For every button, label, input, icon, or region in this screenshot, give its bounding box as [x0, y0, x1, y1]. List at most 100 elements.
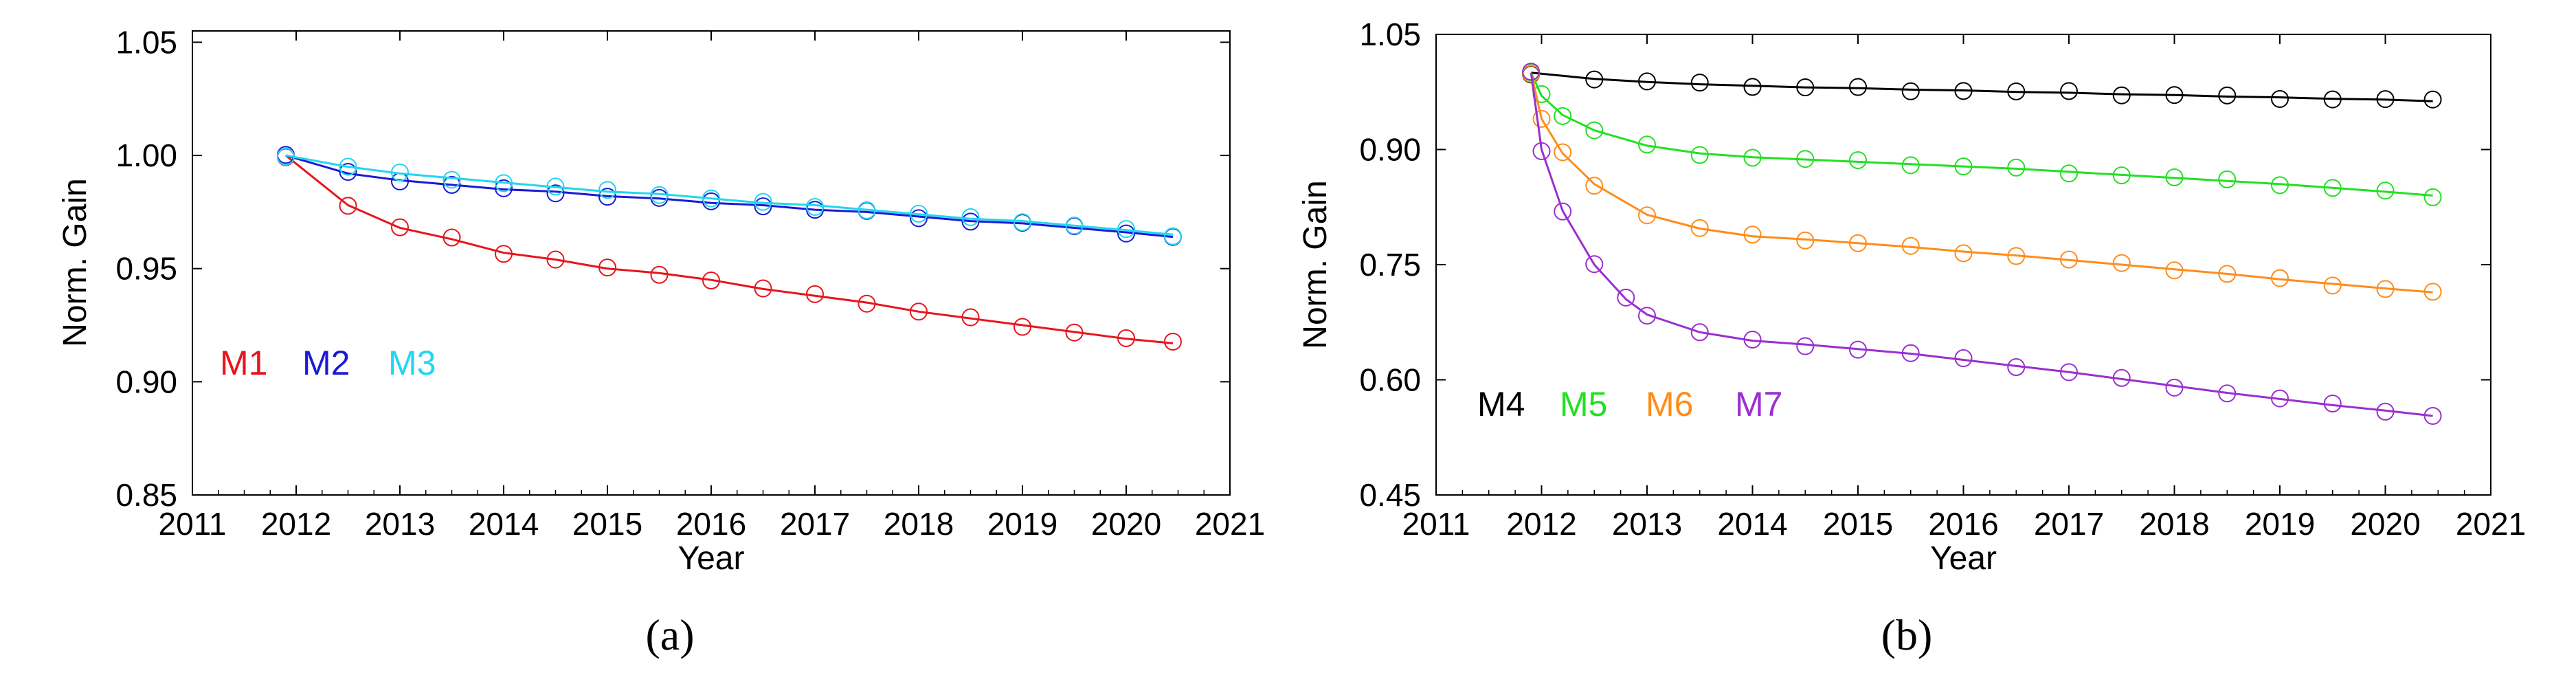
data-point-m5 — [1796, 150, 1815, 168]
data-point-m7 — [2271, 389, 2289, 408]
panel-b-chart: 2011 2012 2013 2014 2015 2016 2017 2018 2019 2020… — [1297, 16, 2526, 659]
data-point-m4 — [2165, 86, 2184, 104]
data-point-m6 — [2060, 250, 2078, 269]
y-tick-label: 0.45 — [1359, 477, 1421, 513]
x-tick-label: 2021 — [2456, 506, 2526, 542]
legend-entry: M4 — [1477, 385, 1525, 423]
data-point-m1 — [598, 258, 616, 277]
data-point-m4 — [2007, 82, 2026, 100]
panel-label: (b) — [1881, 610, 1933, 659]
data-point-m6 — [1743, 225, 1762, 244]
y-axis-title: Norm. Gain — [1297, 180, 1334, 349]
data-point-m4 — [1901, 82, 1920, 100]
data-point-m6 — [1585, 177, 1604, 195]
x-tick-label: 2020 — [1091, 506, 1161, 542]
x-tick-label: 2013 — [365, 506, 435, 542]
x-tick-label: 2011 — [1402, 506, 1470, 542]
panel-label: (a) — [645, 610, 694, 659]
data-point-m3 — [961, 208, 980, 226]
x-tick-label: 2014 — [469, 506, 539, 542]
x-tick-label: 2015 — [572, 506, 642, 542]
data-point-m6 — [1554, 143, 1572, 162]
series-line-m6 — [1530, 72, 2433, 294]
legend-entry: M3 — [388, 344, 436, 382]
data-point-m1 — [910, 302, 928, 321]
data-point-m2 — [443, 175, 461, 194]
data-point-m1 — [754, 279, 772, 298]
data-point-m4 — [1690, 74, 1709, 92]
data-point-m2 — [754, 197, 772, 216]
data-point-m7 — [2060, 363, 2078, 382]
legend-entry: M6 — [1646, 385, 1693, 423]
data-point-m6 — [1638, 206, 1656, 225]
data-point-m2 — [961, 212, 980, 231]
data-point-m1 — [702, 272, 720, 290]
data-point-m3 — [391, 163, 409, 181]
x-tick-label: 2017 — [2034, 506, 2104, 542]
data-point-m3 — [443, 170, 461, 189]
data-point-m3 — [858, 201, 876, 219]
data-point-m4 — [2060, 82, 2078, 100]
series-line-m1 — [284, 154, 1174, 344]
data-point-m2 — [546, 184, 565, 203]
data-point-m4 — [2323, 90, 2342, 109]
data-point-m7 — [2218, 384, 2237, 403]
data-point-m6 — [2271, 269, 2289, 287]
data-point-m4 — [2112, 86, 2131, 104]
data-point-m6 — [1796, 231, 1815, 250]
data-point-m3 — [806, 197, 824, 216]
data-point-m3 — [1065, 217, 1084, 235]
x-tick-label: 2018 — [2139, 506, 2209, 542]
data-point-m1 — [391, 218, 409, 236]
data-point-m3 — [1117, 220, 1135, 239]
data-point-m5 — [2007, 158, 2026, 177]
data-point-m1 — [806, 285, 824, 303]
data-point-m1 — [339, 197, 357, 215]
data-point-m7 — [1849, 340, 1867, 359]
data-point-m1 — [858, 294, 876, 313]
x-axis-title: Year — [678, 540, 745, 577]
data-point-m7 — [2323, 394, 2342, 412]
y-tick-label: 1.05 — [115, 24, 177, 60]
data-point-m4 — [1954, 82, 1973, 100]
x-tick-label: 2020 — [2350, 506, 2420, 542]
x-tick-label: 2017 — [780, 506, 850, 542]
data-point-m3 — [339, 157, 357, 176]
series-line-m3 — [285, 154, 1174, 236]
data-point-m1 — [1117, 329, 1135, 347]
legend-entry: M5 — [1560, 385, 1607, 423]
data-point-m1 — [1065, 323, 1084, 342]
data-point-m5 — [1638, 135, 1656, 154]
data-point-m7 — [1954, 349, 1973, 368]
data-point-m7 — [2112, 368, 2131, 387]
y-tick-label: 0.75 — [1359, 247, 1421, 283]
data-point-m2 — [495, 179, 513, 197]
series-line-m4 — [1531, 71, 2433, 102]
legend-entry: M2 — [302, 344, 350, 382]
x-tick-label: 2018 — [884, 506, 954, 542]
x-axis-title: Year — [1930, 540, 1997, 577]
data-point-m2 — [339, 163, 357, 181]
y-tick-label: 0.90 — [1359, 132, 1421, 168]
data-point-m3 — [754, 192, 772, 211]
data-point-m6 — [1954, 244, 1973, 263]
series-line-m2 — [285, 154, 1174, 239]
y-tick-label: 0.85 — [115, 477, 177, 513]
data-point-m1 — [1163, 332, 1182, 351]
data-point-m3 — [1163, 227, 1182, 245]
data-point-m2 — [1117, 224, 1135, 243]
data-point-m1 — [650, 265, 669, 284]
data-point-m4 — [2271, 89, 2289, 108]
data-point-m4 — [1849, 78, 1867, 96]
data-point-m7 — [1690, 323, 1709, 342]
data-point-m3 — [276, 147, 295, 166]
data-point-m3 — [546, 177, 565, 196]
data-point-m6 — [1901, 236, 1920, 255]
data-point-m7 — [1638, 307, 1656, 325]
data-point-m7 — [1532, 142, 1551, 160]
legend-entry: M7 — [1735, 385, 1782, 423]
data-point-m3 — [650, 186, 669, 204]
legend-entry: M1 — [220, 344, 267, 382]
x-tick-label: 2013 — [1612, 506, 1682, 542]
